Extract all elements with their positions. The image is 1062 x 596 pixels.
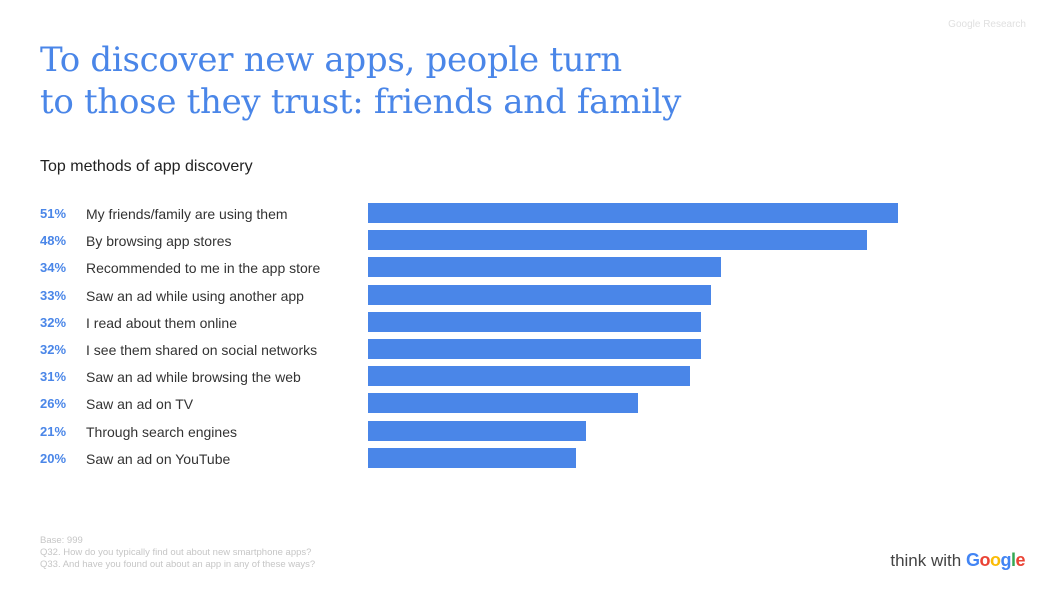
bar-chart: 51% My friends/family are using them 48% By…	[40, 201, 920, 473]
bar-value-label: 31%	[40, 369, 67, 385]
bar	[368, 447, 576, 468]
bar-row: 33% Saw an ad while using another app	[40, 283, 920, 310]
bar-row: 20% Saw an ad on YouTube	[40, 446, 920, 473]
bar-row: 32% I read about them online	[40, 310, 920, 337]
chart-title: Top methods of app discovery	[40, 158, 253, 175]
footnote-q32: Q32. How do you typically find out about…	[40, 547, 312, 558]
bar-value-label: 33%	[40, 287, 67, 303]
brand-google-wordmark: Google	[965, 550, 1026, 570]
bar	[368, 311, 701, 332]
headline-line-2: to those they trust: friends and family	[40, 82, 682, 122]
bar-row: 26% Saw an ad on TV	[40, 391, 920, 418]
bar-category-label: Recommended to me in the app store	[86, 260, 321, 277]
bar-value-label: 32%	[40, 314, 67, 330]
footnote-q33: Q33. And have you found out about an app…	[40, 559, 316, 570]
headline-line-1: To discover new apps, people turn	[40, 40, 622, 80]
headline: To discover new apps, people turn to tho…	[40, 39, 800, 123]
bar-value-label: 32%	[40, 341, 67, 357]
brand-prefix: think with	[890, 551, 962, 570]
bar	[368, 203, 898, 223]
source-tag: Google Research	[948, 19, 1026, 30]
bar	[368, 257, 722, 278]
footnotes: Base: 999 Q32. How do you typically find…	[40, 535, 315, 571]
bar-category-label: I see them shared on social networks	[86, 341, 318, 358]
bar-value-label: 48%	[40, 233, 67, 249]
bar-category-label: My friends/family are using them	[86, 206, 288, 222]
bar	[368, 338, 701, 359]
bar	[368, 230, 867, 251]
bar-category-label: Saw an ad while using another app	[86, 287, 304, 304]
bar-row: 32% I see them shared on social networks	[40, 337, 920, 364]
think-with-google-logo: think with Google	[890, 550, 1025, 571]
bar-row: 21% Through search engines	[40, 419, 920, 446]
bar-row: 31% Saw an ad while browsing the web	[40, 364, 920, 391]
bar-value-label: 51%	[40, 206, 67, 221]
bar-row: 51% My friends/family are using them	[40, 201, 920, 228]
bar	[368, 420, 587, 441]
bar-category-label: By browsing app stores	[86, 233, 232, 250]
bar	[368, 366, 691, 387]
footnote-base: Base: 999	[40, 535, 83, 546]
bar-category-label: Saw an ad on YouTube	[86, 450, 231, 467]
bar-row: 48% By browsing app stores	[40, 228, 920, 255]
bar	[368, 284, 711, 305]
bar-row: 34% Recommended to me in the app store	[40, 255, 920, 282]
bar-category-label: Through search engines	[86, 423, 237, 440]
bar-category-label: Saw an ad while browsing the web	[86, 369, 301, 386]
bar-value-label: 20%	[40, 450, 67, 466]
bar-category-label: Saw an ad on TV	[86, 396, 194, 413]
bar-value-label: 21%	[40, 423, 67, 439]
bar-value-label: 34%	[40, 260, 67, 276]
bar	[368, 393, 639, 414]
bar-value-label: 26%	[40, 396, 67, 412]
bar-category-label: I read about them online	[86, 314, 237, 331]
